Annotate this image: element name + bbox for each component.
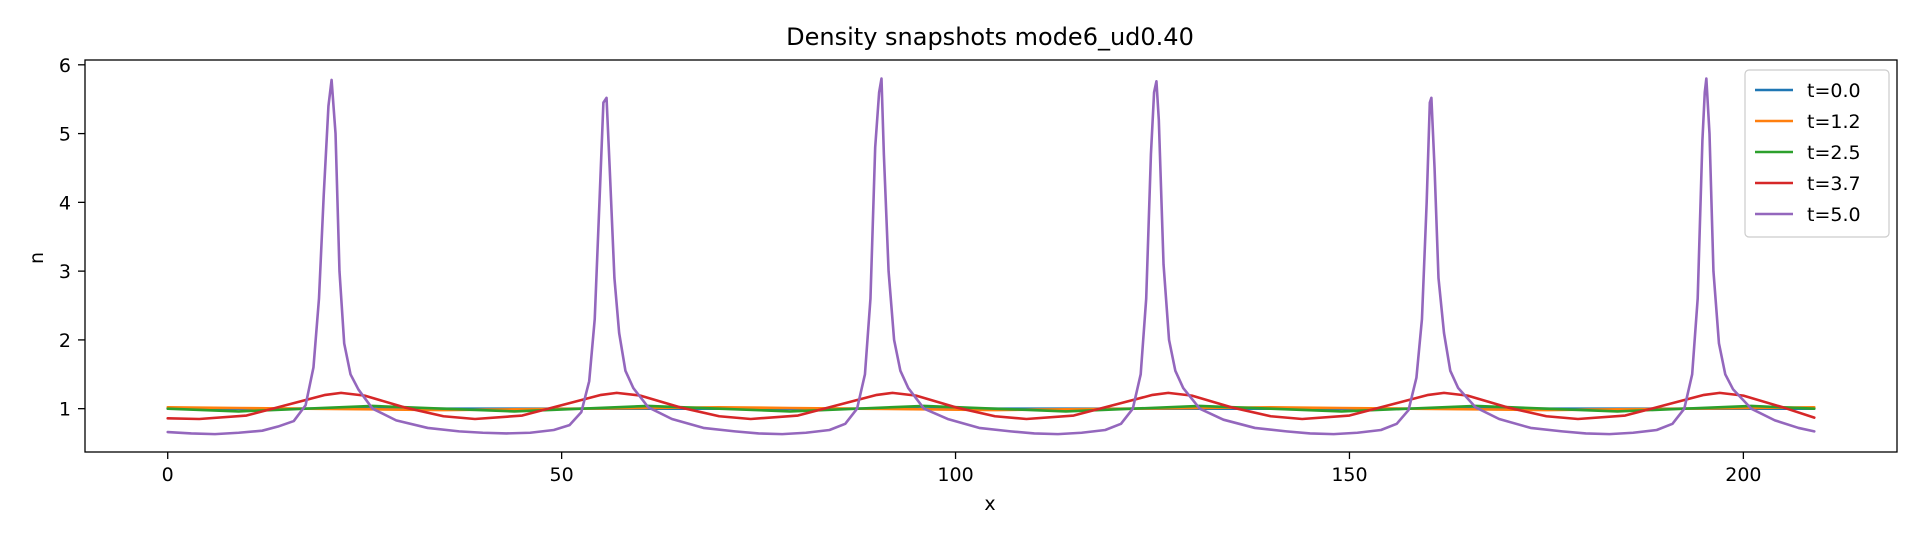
x-tick-label: 0 <box>162 464 174 486</box>
series-line-t-1-2 <box>166 405 1816 412</box>
series-line-t-5-0 <box>166 77 1816 436</box>
plot-frame <box>84 59 1898 453</box>
x-tick-label: 50 <box>550 464 574 486</box>
y-tick-label: 1 <box>59 399 71 421</box>
x-tick-label: 200 <box>1725 464 1761 486</box>
series-line-t-3-7 <box>166 391 1816 421</box>
y-tick-label: 2 <box>59 330 71 352</box>
chart-title: Density snapshots mode6_ud0.40 <box>786 23 1194 51</box>
y-tick-label: 6 <box>59 55 71 77</box>
y-tick-label: 4 <box>59 192 71 214</box>
y-tick-label: 5 <box>59 124 71 146</box>
x-axis-label: x <box>984 493 995 515</box>
legend: t=0.0 t=1.2 t=2.5 t=3.7 t=5.0 <box>1744 69 1890 238</box>
legend-box <box>1744 69 1890 238</box>
x-tick-label: 100 <box>937 464 973 486</box>
x-tick-label: 150 <box>1331 464 1367 486</box>
legend-label: t=0.0 <box>1807 80 1861 102</box>
series-line-t-2-5 <box>166 404 1816 413</box>
axes: 0 50 100 150 200 1 2 3 4 5 6 <box>59 55 1898 486</box>
y-axis-label: n <box>26 252 48 264</box>
y-tick-label: 3 <box>59 261 71 283</box>
legend-label: t=2.5 <box>1807 142 1861 164</box>
legend-label: t=5.0 <box>1807 204 1861 226</box>
legend-label: t=3.7 <box>1807 173 1861 195</box>
legend-label: t=1.2 <box>1807 111 1861 133</box>
